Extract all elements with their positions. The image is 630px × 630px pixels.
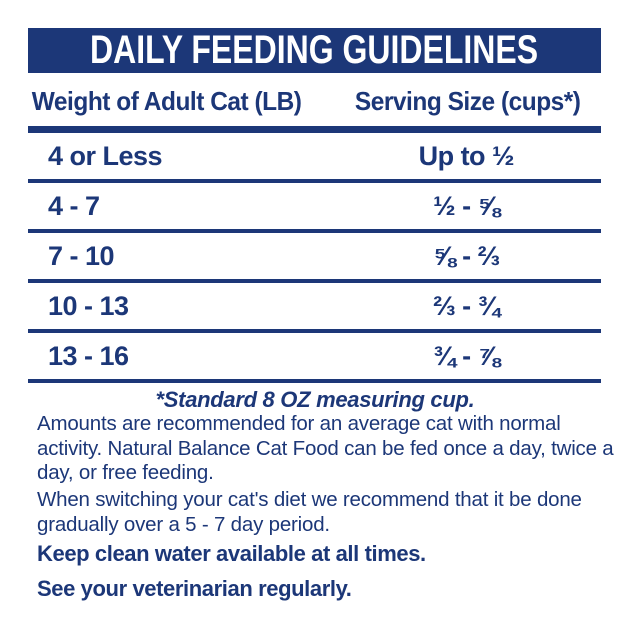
diet-switch-paragraph: When switching your cat's diet we recomm… — [37, 488, 582, 536]
table-row: 10 - 13 ⅔ - ¾ — [28, 283, 601, 333]
title-bar: DAILY FEEDING GUIDELINES — [28, 28, 601, 73]
page-title: DAILY FEEDING GUIDELINES — [90, 28, 539, 72]
serving-cell: Up to ½ — [418, 140, 515, 171]
column-header-serving: Serving Size (cups*) — [354, 85, 581, 116]
weight-cell: 13 - 16 — [48, 340, 129, 371]
table-row: 4 or Less Up to ½ — [28, 133, 601, 183]
feeding-table: 4 or Less Up to ½ 4 - 7 ½ - ⅝ 7 - 10 ⅝ -… — [28, 126, 601, 383]
feeding-amount-paragraph: Amounts are recommended for an average c… — [37, 412, 614, 484]
weight-cell: 7 - 10 — [48, 240, 115, 271]
table-row: 7 - 10 ⅝ - ⅔ — [28, 233, 601, 283]
serving-cell: ⅔ - ¾ — [433, 290, 500, 321]
table-row: 13 - 16 ¾ - ⅞ — [28, 333, 601, 383]
table-column-headers: Weight of Adult Cat (LB) Serving Size (c… — [28, 76, 601, 126]
serving-cell: ⅝ - ⅔ — [433, 240, 500, 271]
serving-cell: ¾ - ⅞ — [433, 340, 500, 371]
measuring-cup-footnote: *Standard 8 OZ measuring cup. — [155, 387, 475, 412]
table-row: 4 - 7 ½ - ⅝ — [28, 183, 601, 233]
serving-cell: ½ - ⅝ — [433, 190, 500, 221]
weight-cell: 4 - 7 — [48, 190, 100, 221]
weight-cell: 4 or Less — [48, 140, 163, 171]
veterinarian-statement: See your veterinarian regularly. — [37, 576, 352, 601]
weight-cell: 10 - 13 — [48, 290, 129, 321]
column-header-weight: Weight of Adult Cat (LB) — [31, 85, 302, 116]
clean-water-statement: Keep clean water available at all times. — [37, 541, 426, 566]
